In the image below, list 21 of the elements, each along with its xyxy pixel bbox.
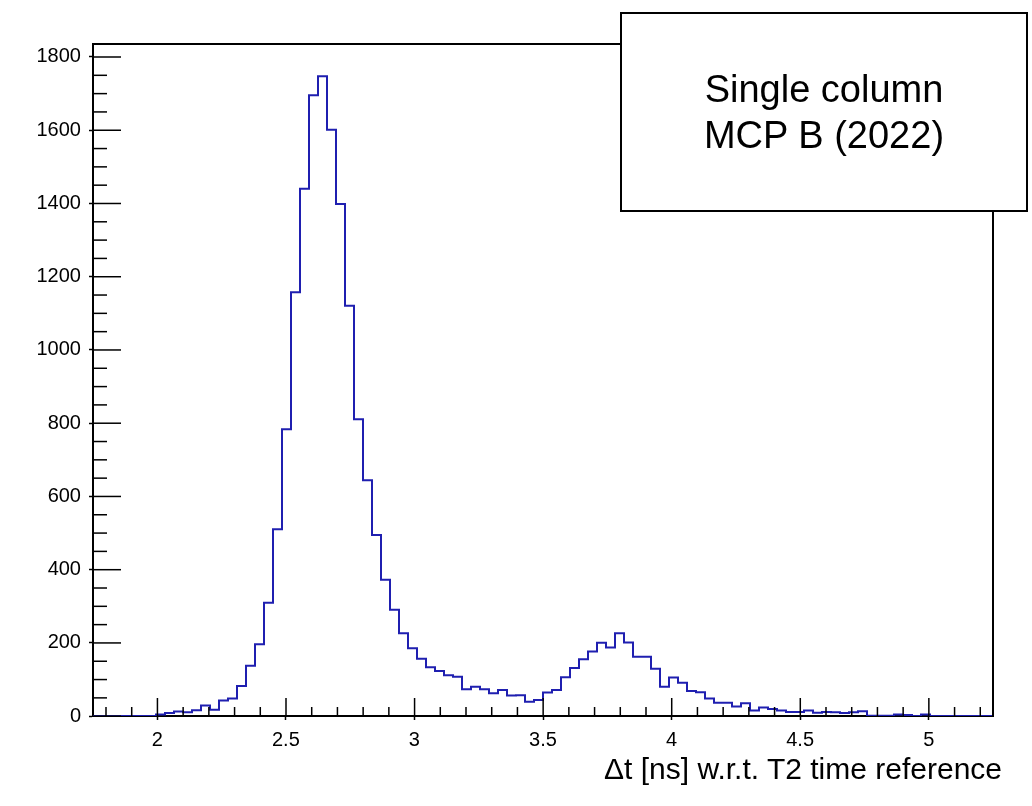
y-tick-label: 1200 [36, 264, 81, 287]
y-tick-label: 1800 [36, 44, 81, 67]
y-tick-label: 1000 [36, 337, 81, 360]
y-tick-label: 200 [47, 630, 81, 653]
y-tick-label: 600 [47, 483, 81, 506]
x-tick-label: 4 [666, 727, 678, 750]
y-tick-label: 800 [47, 410, 81, 433]
x-tick-label: 4.5 [786, 727, 815, 750]
x-tick-label: 2.5 [271, 727, 300, 750]
x-tick-label: 2 [151, 727, 163, 750]
y-tick-label: 400 [47, 557, 81, 580]
x-tick-label: 3 [408, 727, 420, 750]
y-tick-label: 1400 [36, 190, 81, 213]
x-axis-title: Δt [ns] w.r.t. T2 time reference [604, 752, 1002, 786]
note-box: Single column MCP B (2022) [620, 12, 1028, 212]
x-tick-label: 3.5 [529, 727, 557, 750]
y-tick-label: 0 [69, 703, 81, 726]
annotation: Single column [704, 67, 944, 112]
annotation: MCP B (2022) [703, 113, 945, 158]
x-tick-label: 5 [923, 727, 935, 750]
y-tick-label: 1600 [36, 117, 81, 140]
